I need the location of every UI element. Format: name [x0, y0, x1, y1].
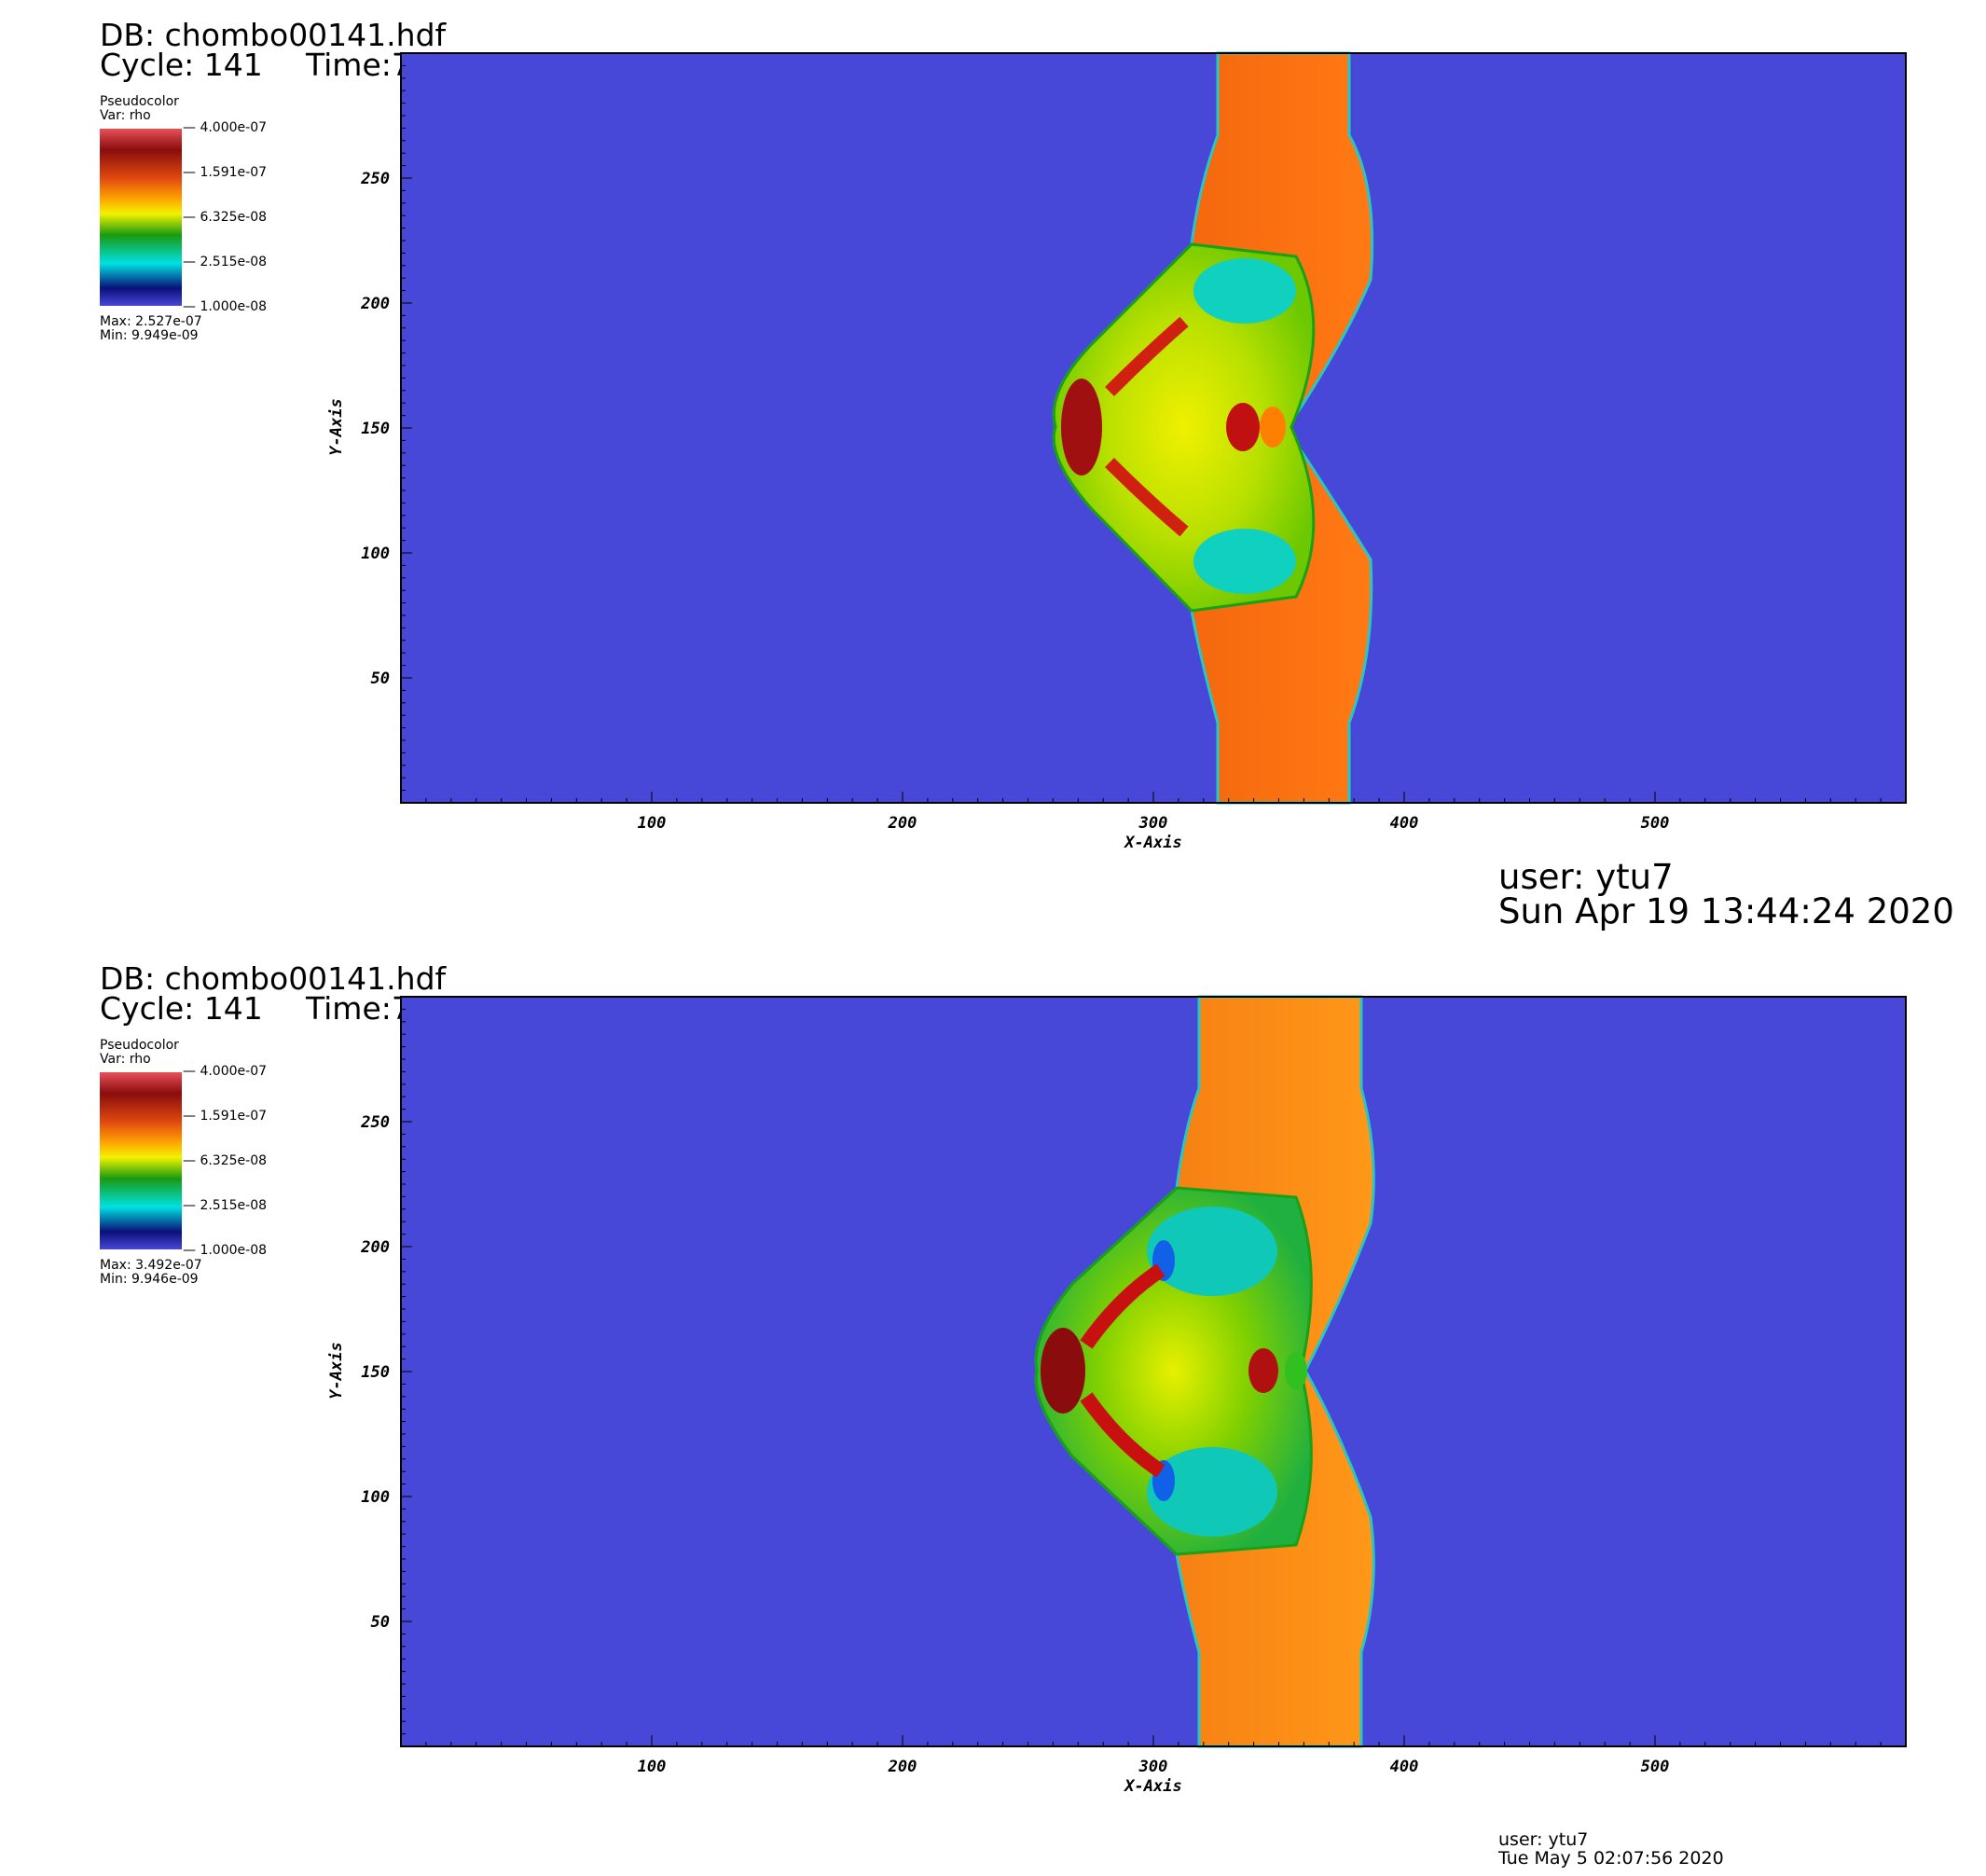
dense-arm	[1105, 458, 1189, 537]
y-tick-label: 250	[360, 1113, 390, 1132]
colorbar-tick-label: — 1.591e-07	[183, 165, 268, 180]
date-label: Sun Apr 19 13:44:24 2020	[1498, 891, 1954, 931]
x-tick-label: 500	[1641, 814, 1670, 833]
db-label: DB: chombo00141.hdf	[100, 17, 447, 53]
dense-front	[1061, 379, 1102, 476]
x-axis: 100 200 300 400 500	[425, 792, 1882, 833]
dense-knot	[1260, 407, 1286, 448]
colorbar-tick-label: — 6.325e-08	[183, 210, 268, 225]
legend-min: Min: 9.946e-09	[100, 1272, 199, 1287]
x-tick-label: 300	[1138, 814, 1168, 833]
y-axis-title: Y-Axis	[327, 1342, 346, 1399]
cyan-pocket	[1147, 1207, 1277, 1296]
x-tick-label: 400	[1390, 1758, 1419, 1776]
cyan-pocket	[1193, 258, 1296, 324]
cyan-pocket	[1147, 1447, 1277, 1537]
x-axis-title: X-Axis	[1123, 834, 1181, 852]
colorbar	[100, 129, 182, 306]
y-axis: 50 100 150 200 250	[360, 64, 412, 792]
cycle-label: Cycle: 141	[100, 47, 263, 83]
x-tick-label: 200	[888, 814, 917, 833]
x-axis: 100 200 300 400 500	[425, 1735, 1882, 1776]
y-tick-label: 150	[361, 1363, 390, 1382]
colorbar-tick-label: — 2.515e-08	[183, 255, 268, 269]
dense-knot	[1226, 403, 1260, 451]
colorbar-tick-label: — 1.591e-07	[183, 1109, 268, 1124]
y-tick-label: 150	[361, 420, 390, 438]
y-tick-label: 200	[360, 1238, 390, 1257]
y-tick-label: 100	[361, 1488, 390, 1507]
cyan-pocket	[1193, 529, 1296, 594]
colorbar-tick-label: — 4.000e-07	[183, 1064, 268, 1079]
date-label: Tue May 5 02:07:56 2020	[1498, 1848, 1724, 1869]
colorbar-tick-label: — 1.000e-08	[183, 299, 268, 314]
legend-title: Pseudocolor	[100, 1038, 179, 1053]
dense-arm	[1080, 1392, 1165, 1478]
y-tick-label: 50	[371, 669, 390, 688]
dense-arm	[1080, 1263, 1165, 1349]
db-label: DB: chombo00141.hdf	[100, 960, 447, 997]
colorbar-tick-label: — 6.325e-08	[183, 1153, 268, 1168]
colorbar-tick-label: — 4.000e-07	[183, 120, 268, 135]
pseudocolor-plot: 100 200 300 400 500 50 100 150 200 250 X-Axis Y-…	[327, 51, 1907, 852]
y-axis-title: Y-Axis	[327, 398, 346, 455]
bubble-region	[1052, 242, 1316, 613]
x-tick-label: 200	[888, 1758, 917, 1776]
colorbar-tick-label: — 1.000e-08	[183, 1243, 268, 1258]
x-tick-label: 100	[638, 1758, 667, 1776]
dense-knot	[1248, 1348, 1278, 1393]
legend-title: Pseudocolor	[100, 94, 179, 109]
legend-var: Var: rho	[100, 108, 151, 123]
x-tick-label: 400	[1390, 814, 1419, 833]
pseudocolor-plot: 100 200 300 400 500 50 100 150 200 250 X-Axis Y-…	[327, 995, 1907, 1796]
legend-min: Min: 9.949e-09	[100, 328, 199, 343]
x-tick-label: 500	[1641, 1758, 1670, 1776]
y-tick-label: 250	[360, 170, 390, 188]
x-axis-title: X-Axis	[1123, 1777, 1181, 1796]
legend-max: Max: 3.492e-07	[100, 1258, 202, 1273]
colorbar	[100, 1072, 182, 1249]
user-label: user: ytu7	[1498, 857, 1674, 897]
user-label: user: ytu7	[1498, 1829, 1589, 1850]
y-tick-label: 100	[361, 545, 390, 563]
y-axis: 50 100 150 200 250	[360, 1008, 412, 1735]
colorbar-tick-label: — 2.515e-08	[183, 1198, 268, 1213]
legend-max: Max: 2.527e-07	[100, 314, 202, 329]
dense-knot	[1285, 1352, 1307, 1389]
dense-arm	[1105, 316, 1189, 396]
x-tick-label: 100	[638, 814, 667, 833]
y-tick-label: 50	[371, 1613, 390, 1632]
x-tick-label: 300	[1138, 1758, 1168, 1776]
y-tick-label: 200	[360, 295, 390, 313]
cycle-label: Cycle: 141	[100, 990, 263, 1027]
legend-var: Var: rho	[100, 1052, 151, 1067]
dense-front	[1041, 1328, 1085, 1414]
